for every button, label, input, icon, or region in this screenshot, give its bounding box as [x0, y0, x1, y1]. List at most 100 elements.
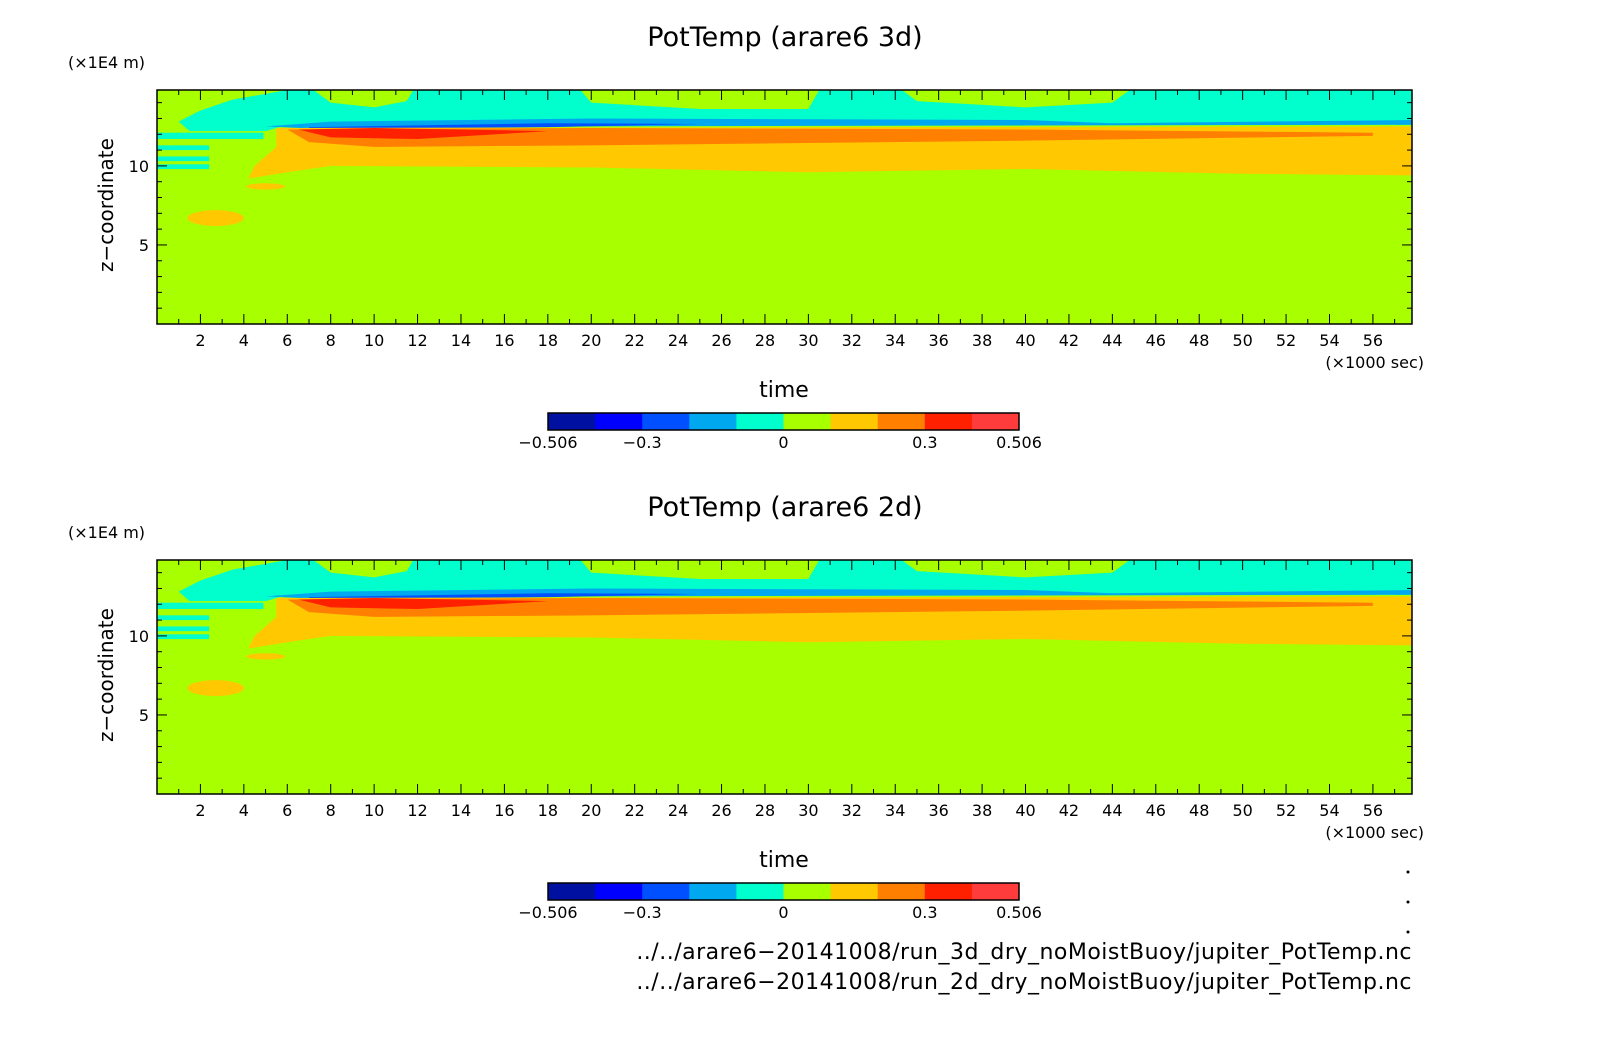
colorbar-swatch: [830, 413, 879, 430]
x-tick-label: 44: [1102, 801, 1122, 820]
x-tick-label: 8: [326, 331, 336, 350]
x-tick-label: 52: [1276, 801, 1296, 820]
source-file-3d: ../../arare6−20141008/run_3d_dry_noMoist…: [636, 940, 1412, 965]
band-red: [298, 127, 548, 140]
x-tick-label: 52: [1276, 331, 1296, 350]
band-darkblue: [308, 123, 700, 129]
x-tick-label: 32: [842, 331, 862, 350]
colorbar-swatch: [783, 883, 832, 900]
band-stripe: [157, 615, 210, 621]
marker-dot: [1406, 870, 1410, 874]
x-tick-label: 34: [885, 801, 905, 820]
colorbar-label: 0.506: [996, 433, 1042, 452]
x-tick-label: 48: [1189, 801, 1209, 820]
x-tick-label: 20: [581, 801, 601, 820]
colorbar-label: 0: [778, 433, 788, 452]
x-unit-label: (×1000 sec): [1325, 353, 1424, 372]
colorbar-swatch: [642, 413, 690, 430]
x-tick-label: 6: [282, 801, 292, 820]
x-tick-label: 50: [1232, 331, 1252, 350]
marker-dot: [1406, 930, 1410, 934]
x-tick-label: 4: [239, 801, 249, 820]
y-axis-label: z−coordinate: [94, 608, 118, 742]
x-tick-label: 56: [1363, 801, 1383, 820]
band-darkblue: [308, 593, 700, 599]
x-tick-label: 12: [407, 801, 427, 820]
band-zero-bump: [157, 560, 244, 583]
x-tick-label: 30: [798, 331, 818, 350]
y-tick-label: 5: [139, 236, 149, 255]
source-file-2d: ../../arare6−20141008/run_2d_dry_noMoist…: [636, 970, 1412, 995]
colorbar-label: 0.3: [912, 903, 937, 922]
x-tick-label: 40: [1015, 801, 1035, 820]
x-tick-label: 36: [928, 801, 948, 820]
colorbar-label: 0.506: [996, 903, 1042, 922]
colorbar-swatch: [736, 883, 784, 900]
colorbar-swatch: [924, 413, 973, 430]
band-zero-bump: [580, 560, 820, 579]
band-stripe: [157, 164, 210, 170]
x-tick-label: 46: [1146, 801, 1166, 820]
x-tick-label: 2: [195, 331, 205, 350]
band-stripe: [157, 602, 264, 610]
colorbar-swatch: [877, 883, 926, 900]
x-tick-label: 34: [885, 331, 905, 350]
x-tick-label: 50: [1232, 801, 1252, 820]
y-tick-label: 5: [139, 706, 149, 725]
colorbar-label: −0.3: [623, 433, 662, 452]
x-tick-label: 18: [538, 331, 558, 350]
x-axis-label: time: [759, 848, 809, 873]
x-tick-label: 24: [668, 331, 688, 350]
x-tick-label: 14: [451, 801, 471, 820]
colorbar-label: 0: [778, 903, 788, 922]
x-tick-label: 26: [711, 801, 731, 820]
colorbar-frame: [547, 882, 1020, 901]
x-tick-label: 2: [195, 801, 205, 820]
y-tick-label: 10: [129, 157, 149, 176]
colorbar-swatch: [971, 883, 1020, 900]
band-stripe: [157, 156, 210, 162]
chart-panel-1: PotTemp (arare6 3d)(×1E4 m)2 4 6 8 10 12 14 16 1…: [68, 22, 1424, 452]
band-red: [298, 597, 548, 610]
x-tick-label: 42: [1059, 331, 1079, 350]
x-tick-label: 28: [755, 331, 775, 350]
band-stripe: [157, 626, 210, 632]
colorbar-label: 0.3: [912, 433, 937, 452]
x-tick-label: 32: [842, 801, 862, 820]
x-tick-label: 12: [407, 331, 427, 350]
colorbar-swatch: [595, 883, 643, 900]
colorbar-swatch: [924, 883, 973, 900]
colorbar-swatch: [689, 413, 737, 430]
x-tick-label: 56: [1363, 331, 1383, 350]
x-tick-label: 14: [451, 331, 471, 350]
x-tick-label: 22: [625, 801, 645, 820]
colorbar-swatch: [783, 413, 832, 430]
colorbar-label: −0.506: [518, 903, 577, 922]
band-zero-bump: [901, 90, 1130, 108]
band-orange: [287, 597, 1373, 617]
warm-blob: [187, 210, 244, 226]
colorbar-swatch: [877, 413, 926, 430]
warm-blob: [246, 653, 286, 660]
band-zero-bump: [313, 90, 414, 108]
colorbar-swatch: [736, 413, 784, 430]
band-zero-bump: [313, 560, 414, 578]
chart-title: PotTemp (arare6 2d): [647, 492, 922, 523]
x-axis-label: time: [759, 378, 809, 403]
x-tick-label: 26: [711, 331, 731, 350]
x-tick-label: 20: [581, 331, 601, 350]
band-stripe: [157, 634, 210, 640]
band-zero-bump: [157, 90, 244, 113]
x-tick-label: 38: [972, 331, 992, 350]
x-tick-label: 40: [1015, 331, 1035, 350]
colorbar-swatch: [548, 413, 596, 430]
colorbar-label: −0.506: [518, 433, 577, 452]
x-tick-label: 46: [1146, 331, 1166, 350]
x-tick-label: 16: [494, 331, 514, 350]
band-stripe: [157, 145, 210, 151]
y-unit-label: (×1E4 m): [68, 53, 145, 72]
y-tick-label: 10: [129, 627, 149, 646]
x-tick-label: 4: [239, 331, 249, 350]
x-tick-label: 16: [494, 801, 514, 820]
